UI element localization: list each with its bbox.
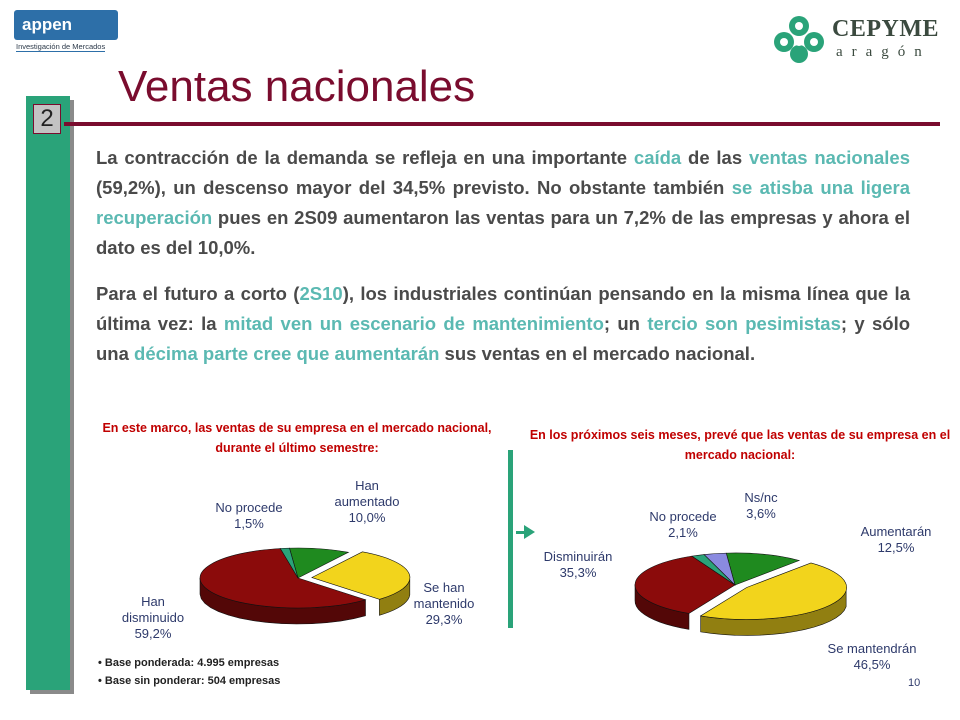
pie-slice (699, 562, 847, 620)
cepyme-logo: CEPYME aragón (770, 12, 950, 70)
append-logo: appen Investigación de Mercados (14, 10, 118, 58)
chart-2-label-value: 2,1% (668, 525, 698, 540)
chart-1-label-value: 10,0% (348, 510, 386, 525)
title-underline (64, 122, 940, 126)
pie-slice (703, 552, 736, 586)
paragraph-2-text: Para el futuro a corto ( (96, 283, 300, 304)
chart-2-label-value: 3,6% (746, 506, 776, 521)
paragraph-1-text: (59,2%), un descenso mayor del 34,5% pre… (96, 177, 732, 198)
chart-1-label-text: disminuido (121, 610, 185, 625)
pie-slice (725, 552, 801, 586)
chart-1-label-text: aumentado (334, 494, 400, 509)
chart-1-label-disminuido: Han disminuido 59,2% (110, 594, 196, 642)
paragraph-1-highlight: caída (633, 147, 682, 168)
section-number-badge: 2 (33, 104, 61, 134)
chart-1-label-mantenido: Se han mantenido 29,3% (404, 580, 484, 628)
chart-2-label-value: 35,3% (559, 565, 597, 580)
chart-1-label-aumentado: Han aumentado 10,0% (322, 478, 412, 526)
cepyme-logo-name: CEPYME (832, 16, 939, 42)
paragraph-2-text: ; y sólo una (96, 313, 911, 364)
chart-2-label-mantendran: Se mantendrán 46,5% (812, 641, 932, 673)
chart-2-label-value: 12,5% (877, 540, 915, 555)
chart-2-label-value: 46,5% (853, 657, 891, 672)
footnote-base-unweighted: • Base sin ponderar: 504 empresas (98, 675, 281, 687)
paragraph-1-highlight: ventas nacionales (748, 147, 911, 168)
chart-1-label-value: 59,2% (134, 626, 172, 641)
cepyme-logo-region: aragón (836, 44, 931, 60)
chart-2-label-aumentaran: Aumentarán 12,5% (846, 524, 946, 556)
append-logo-tagline: Investigación de Mercados (16, 42, 106, 52)
chart-1-label-text: Han (141, 594, 165, 609)
chart-2-label-text: Disminuirán (543, 549, 613, 564)
chart-2-label-text: Se mantendrán (827, 641, 917, 656)
paragraph-1-text: pues en 2S09 aumentaron las ventas para … (96, 207, 910, 258)
paragraph-2: Para el futuro a corto (2S10), los indus… (96, 279, 910, 369)
pie-slice (279, 547, 299, 579)
chart-1-label-value: 29,3% (425, 612, 463, 627)
paragraph-2-highlight: 2S10 (299, 283, 343, 304)
divider-bar (508, 450, 513, 628)
chart-2-label-disminuiran: Disminuirán 35,3% (530, 549, 626, 581)
chart-1-label-text: mantenido (413, 596, 475, 611)
paragraph-1-text: La contracción de la demanda se refleja … (96, 147, 634, 168)
chart-2-title: En los próximos seis meses, prevé que la… (529, 428, 951, 462)
chart-1-pie (199, 547, 411, 625)
pie-slice (634, 555, 736, 614)
chart-2-label-no-procede: No procede 2,1% (640, 509, 726, 541)
paragraph-2-highlight: décima parte cree que aumentarán (134, 343, 440, 364)
chart-2-label-text: Ns/nc (744, 490, 778, 505)
chart-1-title: En este marco, las ventas de su empresa … (102, 421, 492, 455)
chart-1-label-no-procede: No procede 1,5% (206, 500, 292, 532)
paragraph-2-text: ; un (603, 313, 648, 334)
paragraph-1-highlight: se atisba una ligera recuperación (96, 177, 910, 228)
paragraph-1-text: de las (681, 147, 749, 168)
arrow-right-icon (516, 531, 526, 534)
arrow-right-head-icon (524, 525, 535, 539)
chart-2-label-text: No procede (649, 509, 717, 524)
paragraph-2-text: ), los industriales continúan pensando e… (96, 283, 910, 334)
chart-1-label-text: No procede (215, 500, 283, 515)
footnote-base-weighted: • Base ponderada: 4.995 empresas (98, 657, 280, 669)
chart-1-label-text: Han (355, 478, 379, 493)
side-accent-bar (26, 96, 70, 690)
chart-1-label-text: Se han (423, 580, 465, 595)
chart-1-label-value: 1,5% (234, 516, 264, 531)
paragraph-2-highlight: tercio son pesimistas (647, 313, 841, 334)
chart-2-label-nsnc: Ns/nc 3,6% (728, 490, 794, 522)
paragraph-2-text: sus ventas en el mercado nacional. (439, 343, 756, 364)
chart-2-label-text: Aumentarán (860, 524, 932, 539)
page-title: Ventas nacionales (118, 62, 476, 111)
page-number: 10 (908, 677, 921, 689)
paragraph-1: La contracción de la demanda se refleja … (96, 143, 910, 263)
cepyme-clover-icon (774, 16, 824, 63)
pie-slice (199, 548, 367, 609)
paragraph-2-highlight: mitad ven un escenario de mantenimiento (223, 313, 604, 334)
append-logo-brand: appen (14, 10, 118, 40)
chart-2-pie (634, 552, 847, 636)
pie-slice (311, 551, 411, 600)
